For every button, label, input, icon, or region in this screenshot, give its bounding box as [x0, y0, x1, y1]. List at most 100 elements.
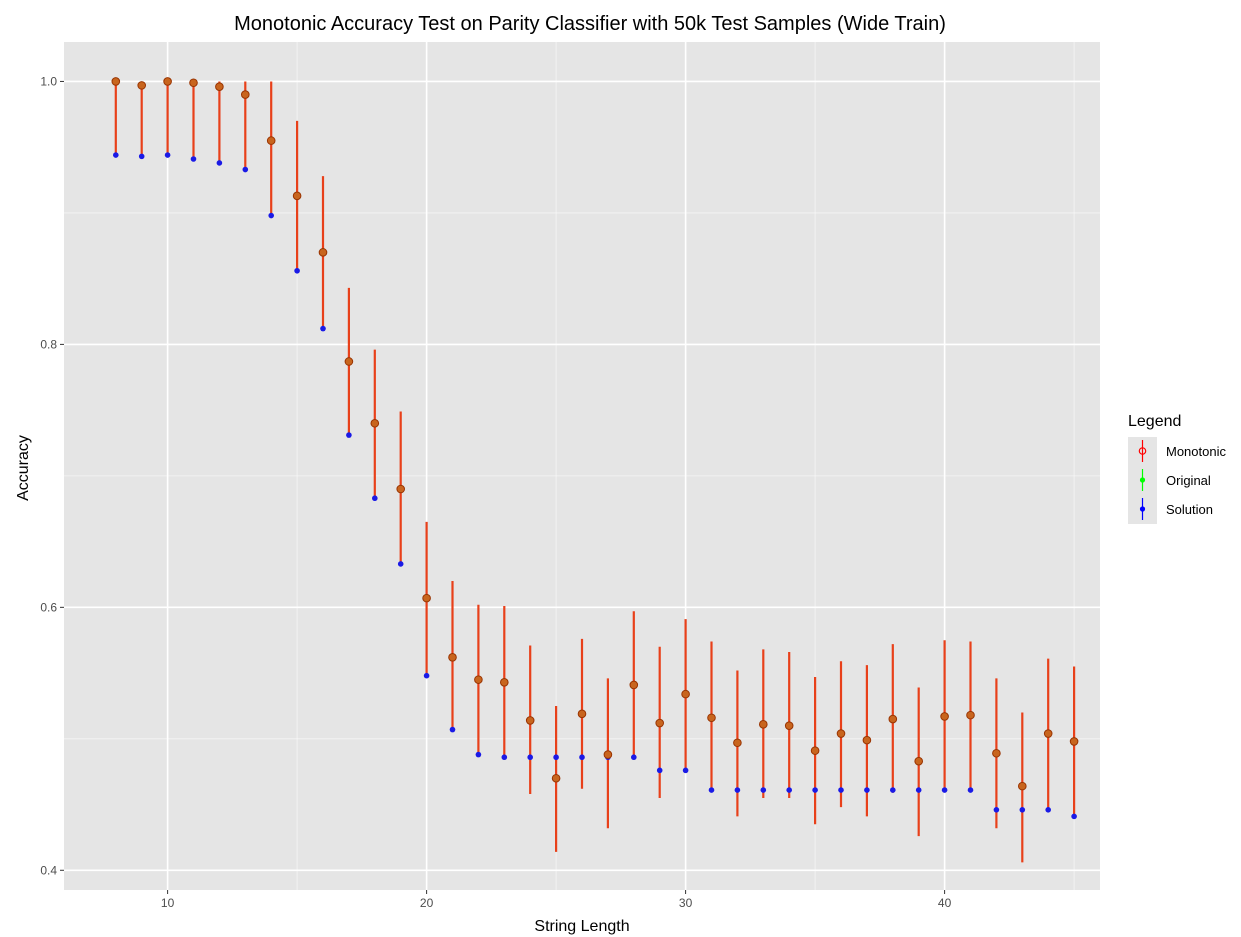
y-tick-label: 1.0: [40, 74, 57, 88]
solution-point: [1045, 807, 1051, 813]
legend-title: Legend: [1128, 413, 1181, 430]
solution-point: [760, 787, 767, 793]
solution-point: [812, 787, 818, 793]
monotonic-point: [500, 677, 509, 687]
x-axis-ticks: 10 20 30 40: [161, 890, 952, 910]
monotonic-point: [215, 82, 224, 92]
monotonic-point: [603, 750, 613, 759]
solution-point: [164, 152, 171, 158]
x-tick-label: 40: [938, 896, 952, 910]
x-axis-title: String Length: [534, 918, 629, 935]
solution-point: [113, 152, 119, 158]
monotonic-point: [655, 718, 665, 728]
y-tick-label: 0.6: [40, 600, 57, 614]
monotonic-point: [733, 738, 742, 748]
monotonic-point: [551, 773, 561, 783]
chart-title: Monotonic Accuracy Test on Parity Classi…: [234, 13, 946, 35]
monotonic-point: [396, 484, 406, 494]
solution-point: [190, 156, 197, 162]
legend-label-solution: Solution: [1166, 502, 1213, 517]
monotonic-point: [707, 713, 716, 723]
legend-key-marker: [1139, 506, 1146, 512]
solution-point: [475, 751, 482, 758]
y-axis-ticks: 0.4 0.6 0.8 1.0: [40, 74, 64, 877]
monotonic-point: [888, 714, 898, 724]
solution-point: [734, 787, 741, 793]
y-axis-title: Accuracy: [15, 435, 32, 501]
solution-point: [242, 166, 249, 173]
solution-point: [838, 787, 844, 793]
solution-point: [553, 754, 559, 761]
solution-point: [346, 432, 352, 438]
solution-point: [216, 160, 223, 166]
legend: Legend Monotonic Original Solution: [1128, 413, 1226, 524]
monotonic-point: [241, 90, 250, 99]
solution-point: [1071, 813, 1077, 820]
monotonic-point: [784, 721, 794, 730]
monotonic-point: [914, 756, 924, 766]
solution-points: [113, 152, 1077, 820]
monotonic-point: [525, 716, 535, 725]
monotonic-point: [1069, 737, 1079, 746]
solution-point: [786, 787, 792, 793]
monotonic-point: [759, 720, 768, 729]
solution-point: [268, 212, 275, 219]
monotonic-point: [422, 593, 431, 603]
monotonic-point: [862, 735, 872, 745]
solution-point: [967, 787, 974, 793]
monotonic-point: [292, 191, 302, 201]
solution-point: [320, 325, 326, 332]
legend-keys: Monotonic Original Solution: [1128, 437, 1226, 524]
monotonic-point: [266, 136, 276, 145]
monotonic-points: [111, 77, 1079, 791]
solution-point: [864, 787, 870, 793]
solution-point: [708, 787, 715, 793]
monotonic-point: [681, 689, 690, 699]
monotonic-point: [1018, 781, 1027, 791]
solution-point: [631, 754, 637, 761]
x-tick-label: 20: [420, 896, 434, 910]
monotonic-point: [111, 77, 121, 86]
monotonic-point: [810, 746, 820, 755]
monotonic-point: [474, 675, 483, 684]
solution-point: [915, 787, 922, 793]
monotonic-point: [992, 748, 1001, 758]
monotonic-point: [163, 77, 172, 86]
monotonic-point: [137, 81, 146, 90]
x-tick-label: 10: [161, 896, 175, 910]
solution-point: [1019, 807, 1026, 813]
monotonic-point: [836, 729, 846, 738]
solution-point: [449, 726, 456, 733]
monotonic-point: [1043, 729, 1053, 738]
monotonic-point: [629, 680, 639, 690]
monotonic-point: [940, 712, 949, 721]
solution-point: [941, 787, 948, 793]
solution-point: [294, 267, 300, 274]
monotonic-point: [448, 652, 457, 662]
solution-point: [501, 754, 508, 761]
y-tick-label: 0.8: [40, 337, 57, 351]
legend-label-original: Original: [1166, 473, 1211, 488]
solution-point: [890, 787, 896, 793]
solution-point: [372, 495, 378, 502]
x-tick-label: 30: [679, 896, 693, 910]
solution-point: [579, 754, 585, 761]
solution-point: [138, 153, 145, 160]
solution-point: [527, 754, 533, 761]
solution-point: [423, 672, 430, 679]
legend-key-marker: [1139, 477, 1146, 483]
monotonic-point: [966, 710, 975, 720]
solution-point: [397, 561, 404, 567]
legend-key-marker: [1138, 447, 1147, 455]
monotonic-point: [370, 418, 380, 428]
monotonic-point: [344, 357, 354, 366]
solution-point: [993, 807, 1000, 813]
monotonic-point: [577, 709, 587, 719]
y-tick-label: 0.4: [40, 863, 57, 877]
solution-point: [682, 767, 689, 774]
legend-label-monotonic: Monotonic: [1166, 444, 1226, 459]
solution-point: [656, 767, 663, 774]
monotonic-point: [318, 248, 328, 257]
monotonic-point: [189, 78, 198, 88]
